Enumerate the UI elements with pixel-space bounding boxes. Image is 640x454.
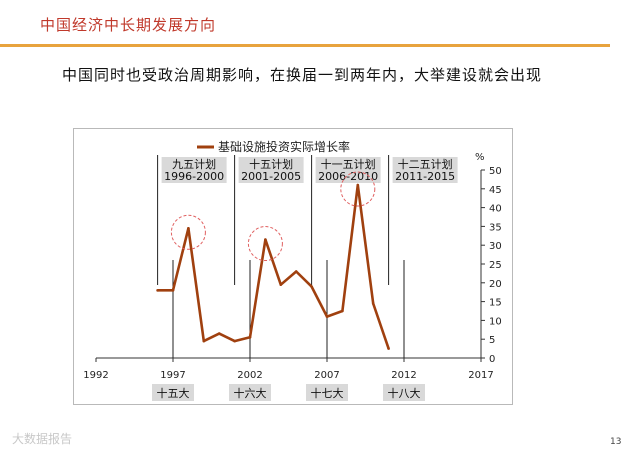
data-point: [356, 183, 360, 187]
plan-name: 十一五计划: [321, 157, 376, 171]
congress-label: 十六大: [234, 386, 267, 400]
y-tick-label: 10: [489, 316, 502, 327]
peak-highlight-circle: [247, 226, 283, 262]
chart-frame: [73, 128, 513, 405]
legend-label: 基础设施投资实际增长率: [218, 139, 350, 154]
data-point: [387, 347, 390, 350]
y-tick-label: 25: [489, 260, 502, 271]
data-point: [325, 315, 329, 318]
data-point: [156, 289, 159, 292]
y-tick-label: 15: [489, 298, 502, 309]
y-tick-label: 5: [489, 335, 495, 346]
plan-years: 1996-2000: [164, 170, 224, 183]
congress-label: 十七大: [311, 386, 344, 400]
congress-label-box: [383, 384, 425, 401]
slide-title: 中国经济中长期发展方向: [40, 16, 217, 34]
y-tick-label: 50: [489, 166, 502, 177]
data-point: [279, 283, 283, 286]
plan-years: 2001-2005: [241, 170, 301, 183]
plan-label-box: [392, 157, 458, 183]
plan-years: 2011-2015: [395, 170, 455, 183]
plan-name: 九五计划: [172, 158, 216, 171]
plan-label-box: [315, 157, 381, 183]
congress-label-box: [229, 384, 271, 401]
x-tick-label: 2017: [468, 370, 493, 381]
x-tick-label: 2012: [391, 370, 416, 381]
plan-name: 十五计划: [249, 157, 293, 171]
y-tick-label: 0: [489, 354, 495, 365]
y-tick-label: 45: [489, 185, 502, 196]
y-tick-label: 20: [489, 279, 502, 290]
data-point: [171, 289, 175, 292]
data-point: [294, 270, 298, 273]
peak-highlight-circle: [170, 214, 206, 250]
data-point: [202, 339, 206, 343]
data-point: [310, 285, 313, 288]
plan-name: 十二五计划: [398, 157, 453, 171]
data-point: [264, 238, 267, 241]
series-line: [157, 183, 390, 350]
y-tick-label: 40: [489, 204, 502, 215]
data-point: [233, 339, 236, 343]
data-point: [371, 302, 375, 305]
x-tick-label: 1997: [160, 370, 185, 381]
slide-headline: 中国同时也受政治周期影响，在换届一到两年内，大举建设就会出现: [62, 66, 543, 84]
y-tick-label: 30: [489, 241, 502, 252]
congress-label: 十八大: [388, 386, 421, 400]
x-tick-label: 1992: [83, 370, 108, 381]
peak-highlight-circle: [340, 171, 376, 207]
x-tick-label: 2007: [314, 370, 339, 381]
y-tick-label: 35: [489, 222, 502, 233]
congress-label: 十五大: [157, 386, 190, 400]
plan-label-box: [238, 157, 304, 183]
congress-label-box: [306, 384, 348, 401]
watermark-logo: 大数据报告: [12, 432, 73, 446]
data-point: [187, 226, 190, 230]
plan-label-box: [161, 157, 227, 183]
y-axis-unit: %: [475, 152, 485, 163]
x-tick-label: 2002: [237, 370, 262, 381]
congress-label-box: [152, 384, 194, 401]
data-point: [248, 336, 252, 339]
data-point: [217, 332, 221, 335]
title-divider: [0, 44, 610, 47]
data-point: [341, 309, 344, 313]
page-number: 13: [610, 437, 622, 447]
